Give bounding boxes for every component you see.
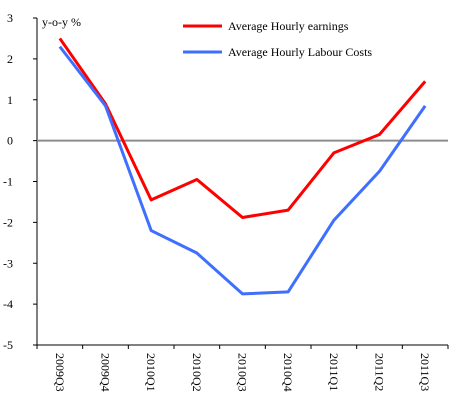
- x-tick-label: 2011Q3: [418, 353, 432, 391]
- y-tick-label: 0: [7, 134, 13, 148]
- legend-label: Average Hourly Labour Costs: [228, 45, 372, 59]
- x-tick-label: 2010Q2: [190, 353, 204, 392]
- y-tick-label: -3: [3, 256, 13, 270]
- y-tick-label: 2: [7, 52, 13, 66]
- y-tick-label: 3: [7, 11, 13, 25]
- x-tick-label: 2010Q4: [281, 353, 295, 392]
- x-tick-label: 2011Q2: [373, 353, 387, 391]
- x-tick-label: 2009Q4: [99, 353, 113, 392]
- y-axis-label: y-o-y %: [42, 15, 81, 29]
- y-tick-label: -2: [3, 215, 13, 229]
- series-line: [58, 37, 427, 219]
- x-tick-label: 2009Q3: [53, 353, 67, 392]
- series-line: [58, 45, 427, 296]
- legend-label: Average Hourly earnings: [228, 19, 349, 33]
- y-tick-label: -1: [3, 175, 13, 189]
- y-tick-label: -5: [3, 338, 13, 352]
- y-tick-label: -4: [3, 297, 13, 311]
- y-tick-label: 1: [7, 93, 13, 107]
- x-tick-label: 2011Q1: [327, 353, 341, 391]
- x-tick-label: 2010Q3: [236, 353, 250, 392]
- x-tick-label: 2010Q1: [144, 353, 158, 392]
